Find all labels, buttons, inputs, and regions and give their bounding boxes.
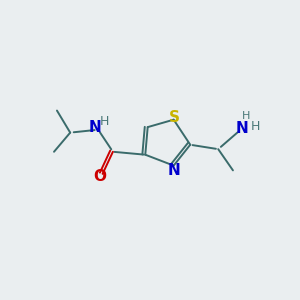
Text: O: O: [94, 169, 107, 184]
Text: N: N: [236, 121, 248, 136]
Text: N: N: [167, 163, 180, 178]
Text: S: S: [169, 110, 180, 125]
Text: N: N: [88, 120, 101, 135]
Text: H: H: [100, 115, 109, 128]
Text: H: H: [242, 111, 250, 121]
Text: H: H: [250, 120, 260, 133]
